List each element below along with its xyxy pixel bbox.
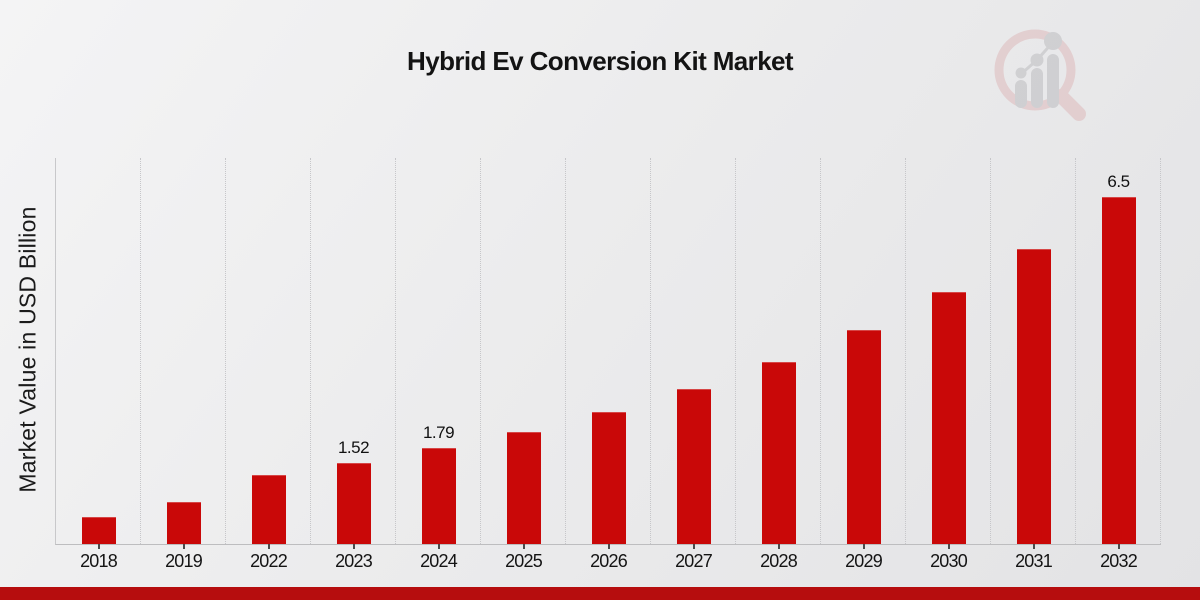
bar-2028 [761,362,796,544]
x-axis-tick [97,544,100,549]
bar-2019 [166,502,201,544]
x-axis-label-2025: 2025 [505,551,543,571]
gridline [395,158,396,544]
bar-2031 [1016,249,1051,544]
plot-area: 2018 2019 2022 1.52 2023 1.79 2024 2025 2026 2027… [55,158,1161,571]
bar-value-label-2023: 1.52 [337,438,370,457]
x-axis-label-2018: 2018 [80,551,118,571]
gridline [140,158,141,544]
bar-value-label-2024: 1.79 [422,423,455,442]
x-axis-tick [522,544,525,549]
x-axis-label-2030: 2030 [930,551,968,571]
x-axis-label-2019: 2019 [165,551,203,571]
gridline [565,158,566,544]
bar-2030 [931,292,966,544]
x-axis-tick [352,544,355,549]
x-axis-tick [777,544,780,549]
bar-2023 [336,463,371,544]
x-axis-label-2029: 2029 [845,551,883,571]
x-axis-label-2028: 2028 [760,551,798,571]
bar-2025 [506,432,541,544]
x-axis-tick [862,544,865,549]
bar-2018 [81,517,116,544]
bar-2024 [421,448,456,544]
gridline [1075,158,1076,544]
x-axis-tick [947,544,950,549]
x-axis-label-2027: 2027 [675,551,713,571]
gridline [310,158,311,544]
gridline [735,158,736,544]
bar-2026 [591,412,626,544]
x-axis-tick [182,544,185,549]
footer-banner [0,587,1200,600]
gridline [990,158,991,544]
x-axis-tick [1032,544,1035,549]
magnifier-bar-chart-icon [985,22,1095,132]
bar-2027 [676,389,711,544]
bar-2029 [846,330,881,544]
bar-2032 [1101,197,1136,544]
x-axis-label-2022: 2022 [250,551,288,571]
x-axis-label-2031: 2031 [1015,551,1053,571]
chart-title: Hybrid Ev Conversion Kit Market [407,46,794,76]
x-axis-tick [437,544,440,549]
gridline [820,158,821,544]
gridline [225,158,226,544]
x-axis-label-2023: 2023 [335,551,373,571]
gridline [905,158,906,544]
x-axis-tick [1117,544,1120,549]
gridline [480,158,481,544]
bar-2022 [251,475,286,544]
x-axis-label-2024: 2024 [420,551,458,571]
x-axis-label-2032: 2032 [1100,551,1138,571]
gridline [1160,158,1161,544]
x-axis-tick [692,544,695,549]
y-axis-label: Market Value in USD Billion [14,206,41,493]
x-axis-tick [267,544,270,549]
bar-value-label-2032: 6.5 [1107,172,1130,191]
x-axis-tick [607,544,610,549]
x-axis-label-2026: 2026 [590,551,628,571]
gridline [650,158,651,544]
